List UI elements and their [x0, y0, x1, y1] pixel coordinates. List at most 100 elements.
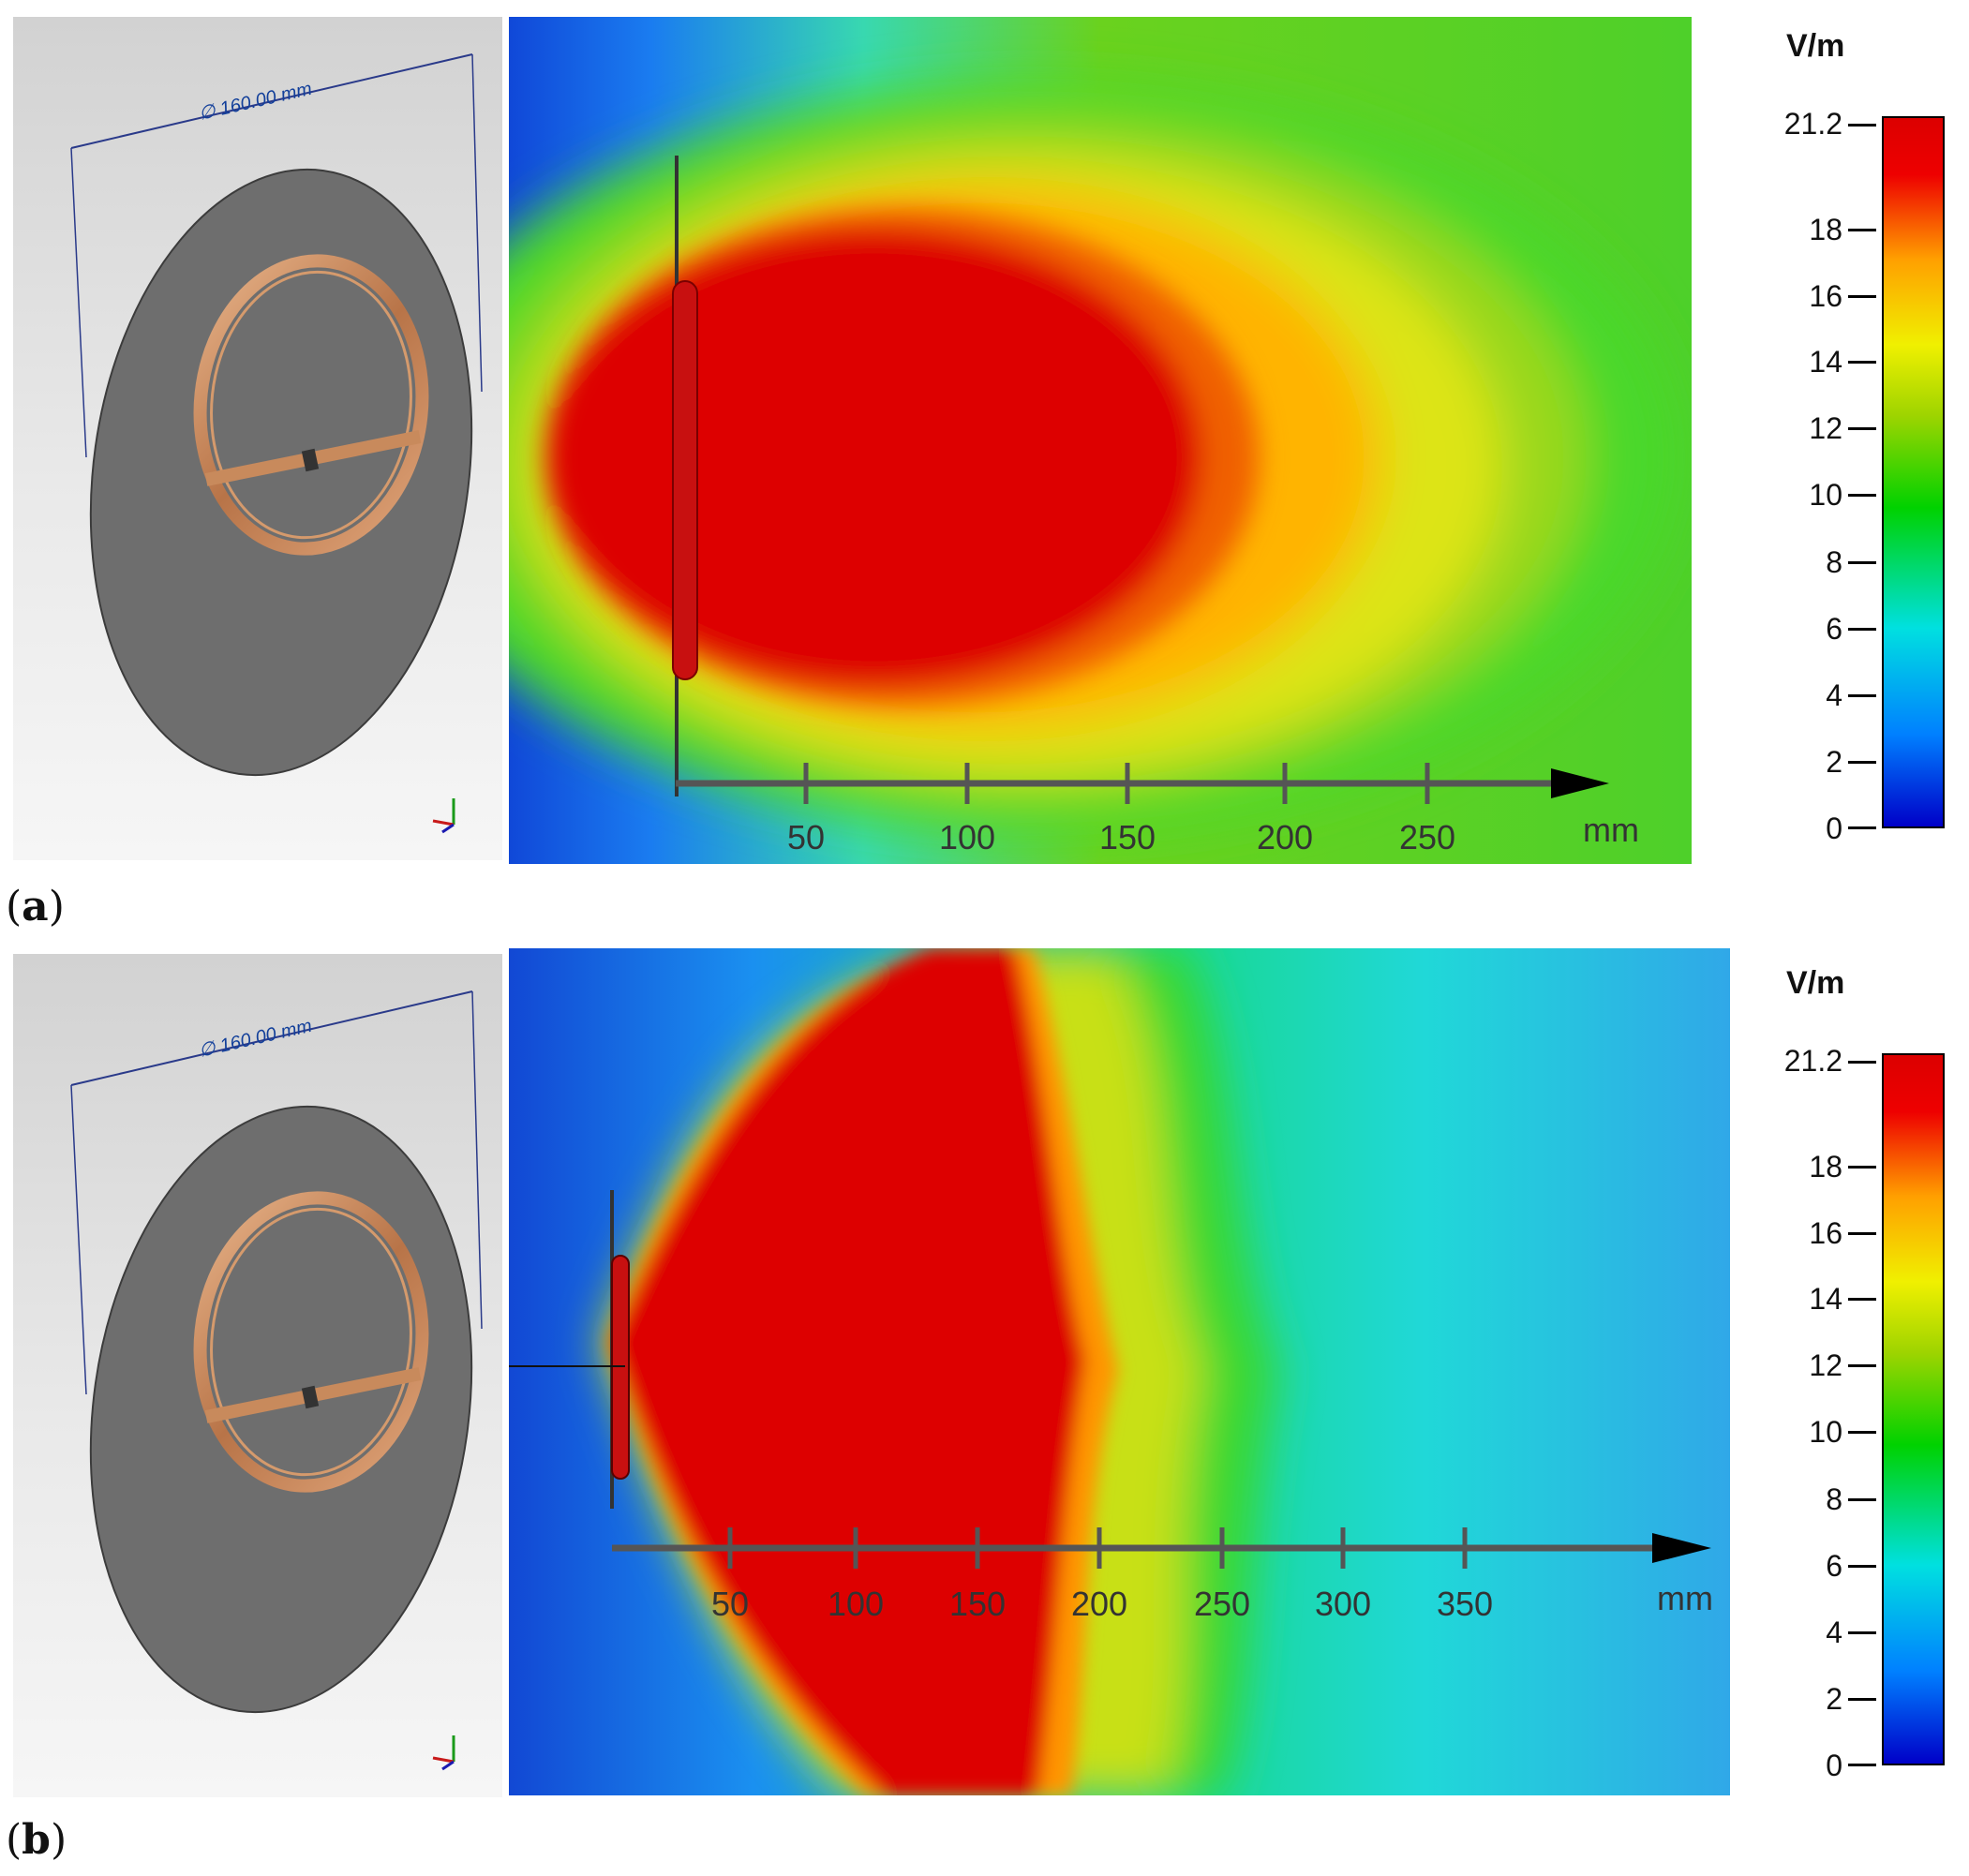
field-hotspot	[546, 228, 1202, 687]
field-map-svg: 50 100 150 200 250 300 350 mm	[509, 948, 1730, 1795]
distance-axis: 50 100 150 200 250 300 350 mm	[612, 1527, 1713, 1623]
colorbar-tick-label: 10	[1809, 1415, 1842, 1449]
colorbar-tick	[1848, 761, 1876, 764]
field-map-svg: 50 100 150 200 250 mm	[387, 17, 1692, 864]
colorbar-tick-label: 4	[1826, 1615, 1842, 1649]
colorbar-tick-label: 6	[1826, 1549, 1842, 1583]
colorbar-tick-label: 10	[1809, 478, 1842, 512]
colorbar-tick	[1848, 1298, 1876, 1301]
copper-loop-ring	[193, 254, 429, 556]
field-map: 50 100 150 200 250 300 350 mm	[509, 948, 1730, 1800]
dimension-extension-right	[471, 990, 483, 1330]
dimension-line	[70, 990, 473, 1086]
colorbar-tick-label: 14	[1809, 1282, 1842, 1316]
colorbar-min-marker-icon	[1848, 1764, 1876, 1766]
axis-unit-label: mm	[1657, 1579, 1713, 1617]
colorbar-gradient	[1882, 116, 1945, 828]
antenna-model-view: ∅ 160.00 mm	[13, 17, 502, 860]
dimension-extension-left	[70, 1084, 87, 1395]
colorbar-unit: V/m	[1786, 965, 1845, 1001]
colorbar-tick	[1848, 1166, 1876, 1169]
axis-tick-label: 150	[1099, 818, 1156, 856]
colorbar-tick-label: 12	[1809, 1348, 1842, 1382]
axis-tick-label: 50	[787, 818, 825, 856]
colorbar-tick	[1848, 628, 1876, 631]
colorbar-tick-label: 16	[1809, 279, 1842, 313]
colorbar-gradient	[1882, 1053, 1945, 1765]
colorbar-unit: V/m	[1786, 28, 1845, 64]
ground-plate	[89, 1105, 473, 1714]
ground-plate	[89, 168, 473, 777]
colorbar-tick	[1848, 1565, 1876, 1568]
colorbar-tick-label: 2	[1826, 745, 1842, 779]
field-hotspot	[612, 948, 1085, 1795]
colorbar-max-marker-icon	[1848, 124, 1876, 127]
colorbar-tick-label: 18	[1809, 213, 1842, 246]
axis-tick-label: 350	[1437, 1585, 1493, 1623]
panel-label-a: (a)	[6, 883, 65, 931]
loop-antenna-side-view	[672, 280, 698, 680]
colorbar-tick	[1848, 361, 1876, 364]
axis-tick-label: 250	[1194, 1585, 1250, 1623]
axis-arrow-icon	[1551, 768, 1609, 798]
axis-tick-label: 100	[828, 1585, 884, 1623]
colorbar-tick	[1848, 494, 1876, 497]
colorbar-tick	[1848, 295, 1876, 298]
feed-gap	[301, 448, 320, 472]
axis-tick-label: 300	[1315, 1585, 1371, 1623]
colorbar-tick	[1848, 561, 1876, 564]
colorbar-tick	[1848, 427, 1876, 430]
figure-panel-b: ∅ 160.00 mm	[0, 937, 1969, 1876]
dimension-line	[70, 53, 473, 149]
diameter-label: ∅ 160.00 mm	[197, 79, 314, 125]
dimension-extension-right	[471, 53, 483, 393]
coordinate-triad-icon	[432, 1735, 455, 1771]
colorbar: V/m 21.2 18 16 14 12 10 8 6 4 2 0	[1743, 28, 1969, 853]
copper-loop-inner-edge	[210, 1207, 412, 1477]
colorbar-tick-label: 18	[1809, 1150, 1842, 1184]
colorbar-tick	[1848, 1631, 1876, 1634]
coordinate-triad-icon	[432, 798, 455, 834]
colorbar-tick-label: 12	[1809, 411, 1842, 445]
colorbar-tick	[1848, 1498, 1876, 1501]
distance-axis: 50 100 150 200 250 mm	[676, 763, 1639, 856]
antenna-model-view: ∅ 160.00 mm	[13, 954, 502, 1797]
colorbar-tick-label: 14	[1809, 345, 1842, 379]
colorbar-tick-label: 4	[1826, 678, 1842, 712]
antenna-model-svg: ∅ 160.00 mm	[70, 53, 483, 834]
colorbar-tick-label: 2	[1826, 1682, 1842, 1716]
colorbar-tick-label: 8	[1826, 545, 1842, 579]
axis-tick-label: 200	[1071, 1585, 1127, 1623]
colorbar-tick-label: 0	[1826, 1749, 1842, 1782]
axis-tick-label: 200	[1257, 818, 1313, 856]
colorbar-min-marker-icon	[1848, 826, 1876, 829]
dimension-extension-left	[70, 147, 87, 458]
copper-loop-ring	[193, 1191, 429, 1493]
figure-panel-a: ∅ 160.00 mm	[0, 0, 1969, 937]
colorbar-tick-label: 8	[1826, 1482, 1842, 1516]
axis-tick-label: 150	[949, 1585, 1006, 1623]
colorbar-tick	[1848, 694, 1876, 697]
antenna-model-svg: ∅ 160.00 mm	[70, 990, 483, 1771]
axis-unit-label: mm	[1583, 811, 1639, 849]
field-map: 50 100 150 200 250 mm	[387, 17, 1692, 869]
colorbar-tick	[1848, 1698, 1876, 1701]
colorbar-tick	[1848, 1232, 1876, 1235]
colorbar-tick-label: 0	[1826, 811, 1842, 845]
colorbar-max-label: 21.2	[1783, 107, 1842, 141]
colorbar: V/m 21.2 18 16 14 12 10 8 6 4 2 0	[1743, 965, 1969, 1790]
panel-label-b: (b)	[6, 1816, 67, 1864]
axis-arrow-icon	[1652, 1533, 1711, 1563]
axis-tick-label: 250	[1399, 818, 1455, 856]
colorbar-tick-label: 6	[1826, 612, 1842, 646]
copper-loop-inner-edge	[210, 270, 412, 540]
diameter-label: ∅ 160.00 mm	[197, 1016, 314, 1062]
axis-tick-label: 100	[939, 818, 995, 856]
colorbar-tick	[1848, 1364, 1876, 1367]
feed-gap	[301, 1385, 320, 1409]
colorbar-max-marker-icon	[1848, 1061, 1876, 1064]
colorbar-max-label: 21.2	[1783, 1044, 1842, 1078]
colorbar-tick-label: 16	[1809, 1216, 1842, 1250]
colorbar-tick	[1848, 1431, 1876, 1434]
axis-tick-label: 50	[711, 1585, 749, 1623]
